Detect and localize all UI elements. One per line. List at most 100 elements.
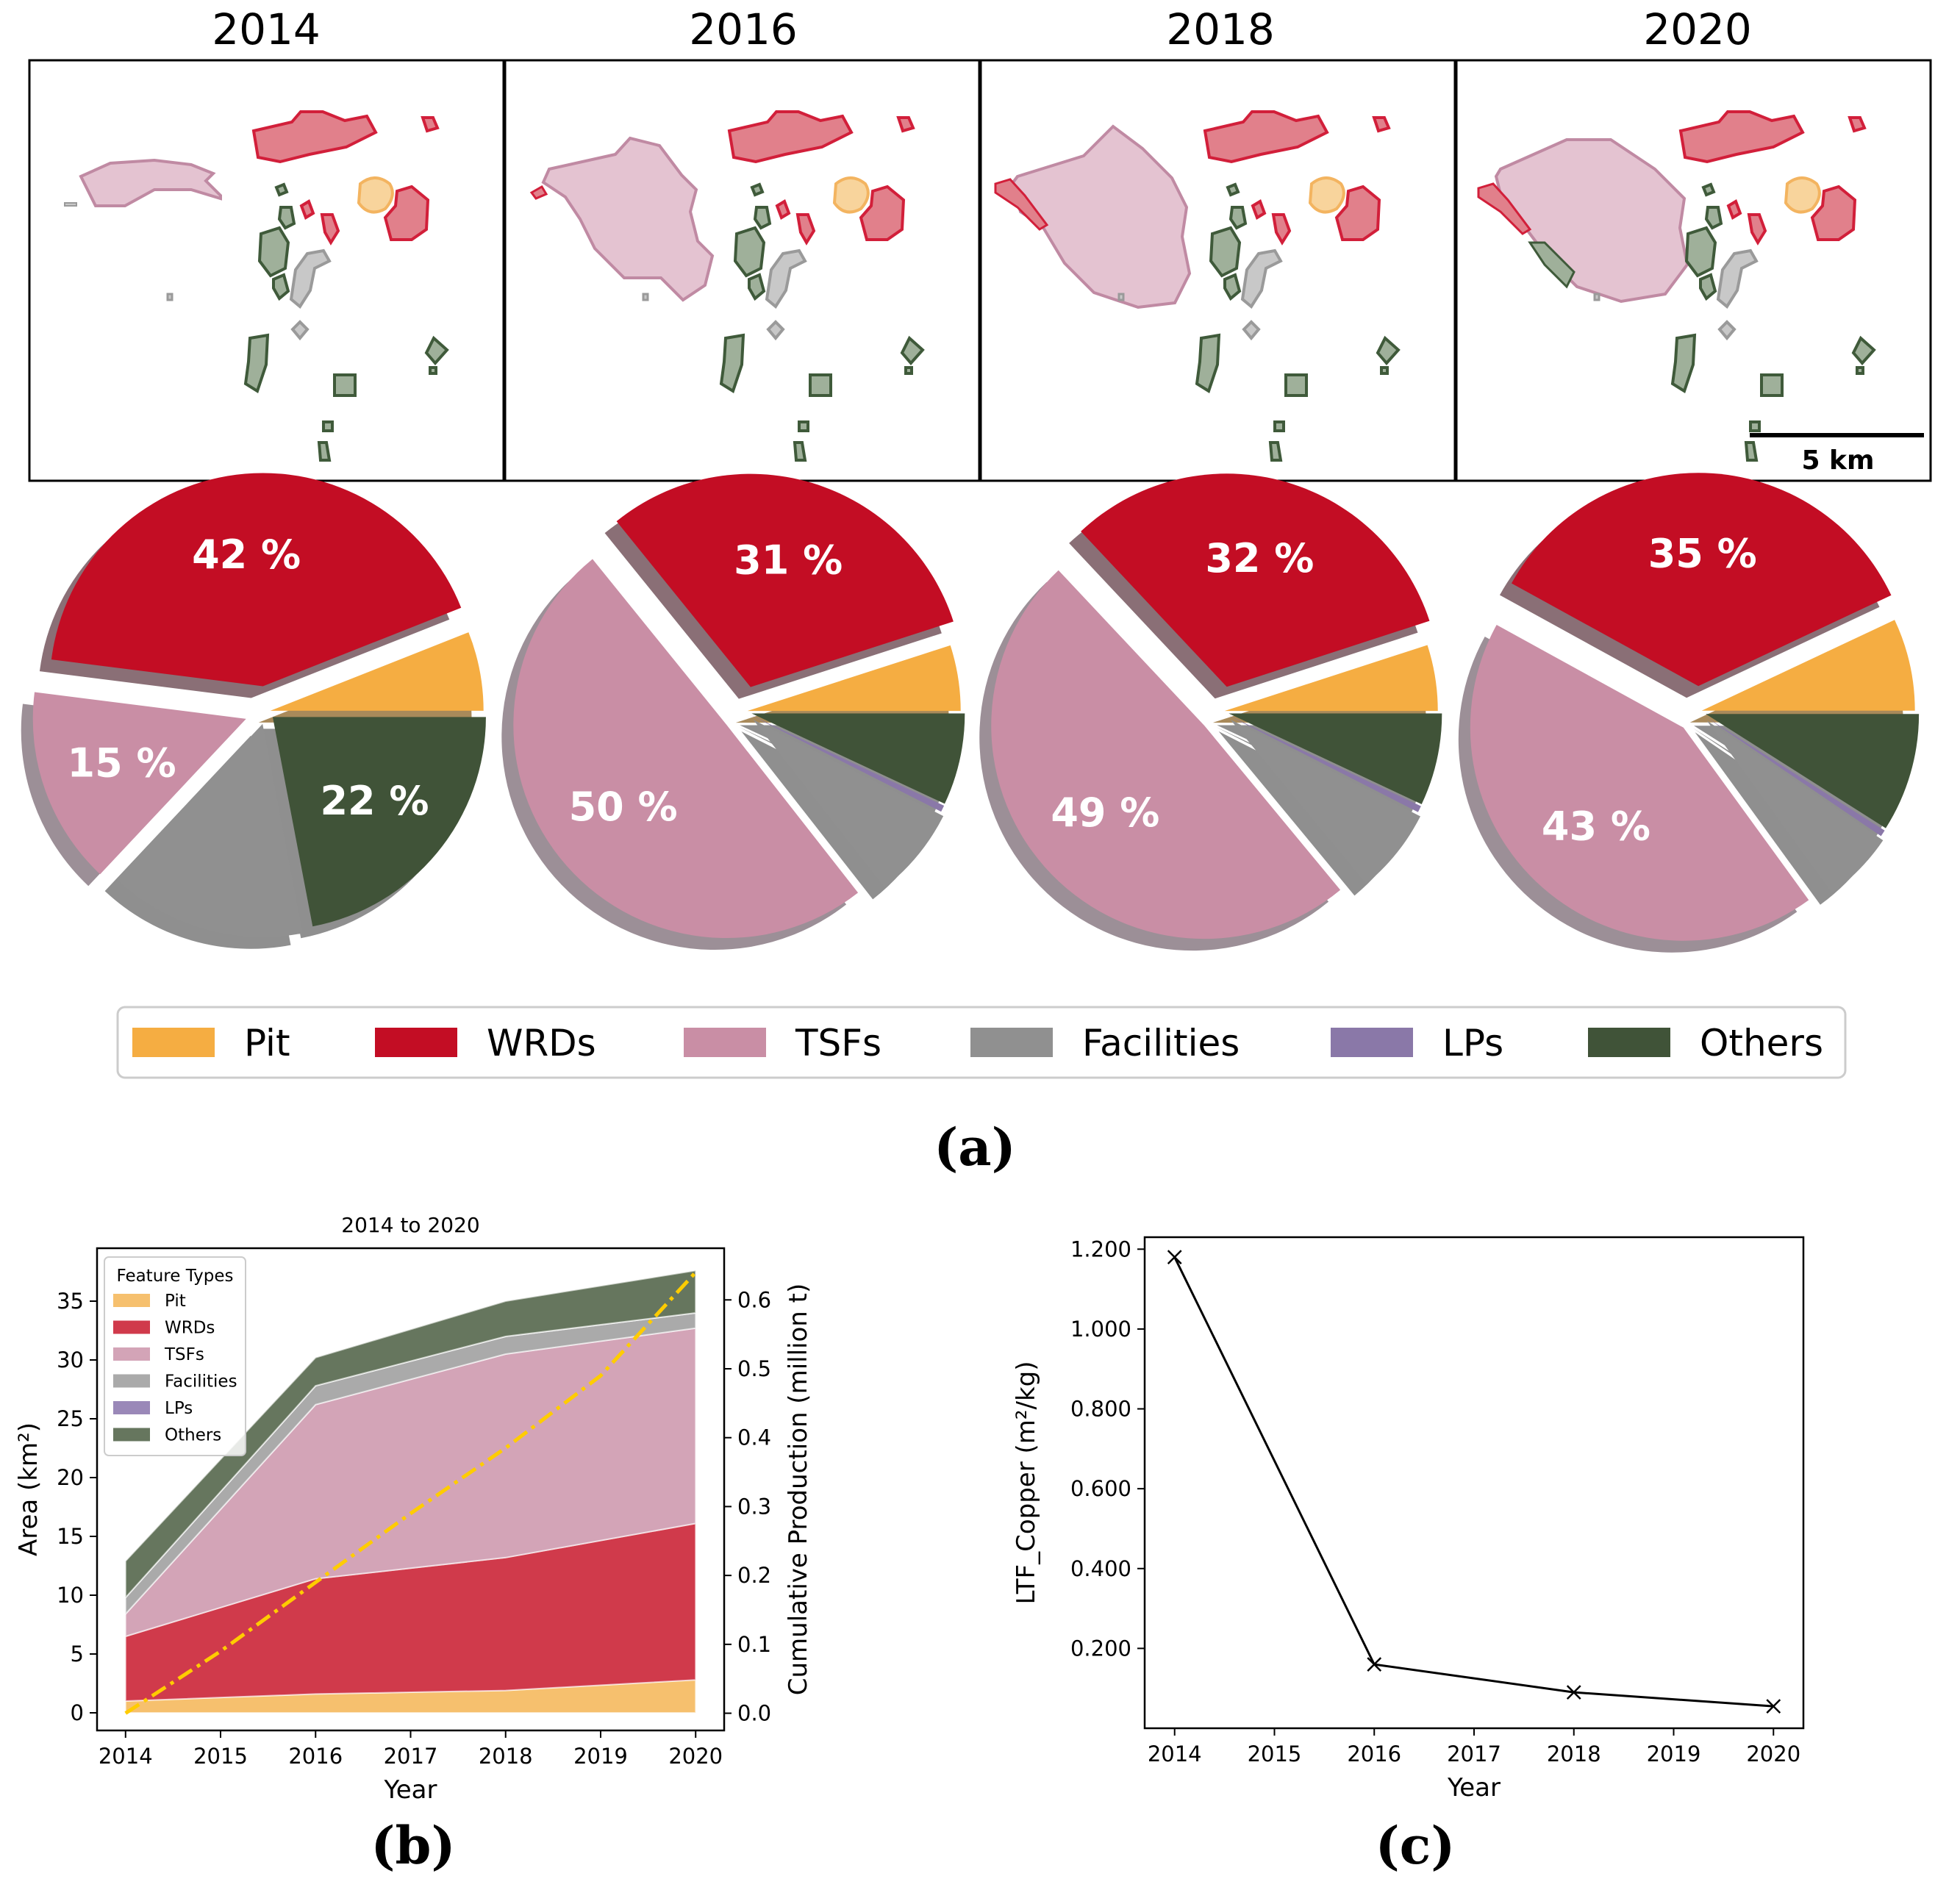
pie-slice-tsfs [513, 559, 859, 939]
pie-slice-others [751, 713, 965, 804]
map-2020: 5 km [1455, 59, 1932, 482]
pie-2016: 31 % 50 % [501, 473, 965, 950]
x-tick-label: 2017 [1447, 1741, 1501, 1766]
pie-slice-others [1706, 714, 1920, 828]
pie-slice-wrds [616, 473, 954, 687]
legend-label: LPs [165, 1399, 193, 1418]
map-title-2018: 2018 [1166, 4, 1275, 54]
ltf-line [1173, 1256, 1774, 1708]
pie-slice-tsfs [991, 570, 1341, 939]
pie-slice-pit [1224, 645, 1438, 712]
pie-slice-wrds [51, 473, 462, 687]
pie-label-wrds: 35 % [1648, 531, 1757, 577]
ltf-point [1566, 1685, 1581, 1700]
legend-swatch [113, 1401, 150, 1414]
map-title-2014: 2014 [212, 4, 321, 54]
x-tick-label: 2019 [1647, 1741, 1701, 1766]
legend-item-facilities: Facilities [970, 1022, 1240, 1064]
legend-item-lps: LPs [1331, 1022, 1503, 1064]
legend-label: Others [1700, 1022, 1823, 1064]
legend-swatch [375, 1028, 457, 1057]
chart-b-y2label: Cumulative Production (million t) [784, 1284, 813, 1696]
pie-label-others: 22 % [320, 778, 429, 824]
legend-item-wrds: WRDs [375, 1022, 596, 1064]
legend-label: LPs [1442, 1022, 1503, 1064]
caption-c: (c) [1376, 1815, 1456, 1876]
y-tick-label: 1.000 [1070, 1317, 1131, 1342]
y-tick-label: 15 [57, 1524, 84, 1549]
map-title-2020: 2020 [1643, 4, 1752, 54]
map-2018 [979, 59, 1456, 482]
legend-label: TSFs [164, 1345, 204, 1364]
legend-swatch [113, 1347, 150, 1361]
y2-tick-label: 0.4 [737, 1425, 771, 1450]
legend-label: Pit [244, 1022, 290, 1064]
x-tick-label: 2015 [1248, 1741, 1302, 1766]
pie-slice-lps [1704, 716, 1885, 837]
legend-item-others: Others [1588, 1022, 1823, 1064]
y-tick-label: 30 [57, 1347, 84, 1372]
y-tick-label: 0.400 [1070, 1556, 1131, 1581]
pie-charts: 42 % 15 % 22 % 31 % 50 % 32 % 49 % 35 % 43 % [21, 473, 1920, 953]
chart-b-legend: Feature Types Pit WRDs TSFs Facilities LPs Oth… [104, 1256, 246, 1456]
chart-b-ylabel: Area (km²) [14, 1422, 43, 1556]
chart-c-ylabel: LTF_Copper (m²/kg) [1012, 1361, 1041, 1604]
x-tick-label: 2016 [1347, 1741, 1401, 1766]
panel-a: 2014 2016 2018 2020 [21, 4, 1932, 1178]
pie-slice-facilities [116, 723, 303, 937]
pie-label-wrds: 42 % [192, 531, 301, 578]
legend-item-tsfs: TSFs [684, 1022, 881, 1064]
ltf-point [1367, 1657, 1382, 1672]
legend-swatch [970, 1028, 1053, 1057]
x-tick-label: 2014 [1148, 1741, 1202, 1766]
pie-label-tsfs: 15 % [68, 740, 176, 787]
pie-slice-tsfs [1470, 625, 1809, 941]
x-tick-label: 2018 [1547, 1741, 1601, 1766]
pie-label-wrds: 32 % [1205, 535, 1314, 581]
chart-b-title: 2014 to 2020 [341, 1213, 479, 1237]
legend-label: Facilities [165, 1372, 237, 1392]
panel-b: 2014 2015 2016 2017 2018 2019 2020 0 5 10 15 20 25 30… [14, 1213, 813, 1876]
pie-slice-others [272, 717, 486, 927]
map-tsf [79, 158, 222, 207]
pie-label-tsfs: 49 % [1051, 790, 1159, 836]
legend-swatch [132, 1028, 215, 1057]
y2-tick-label: 0.3 [737, 1494, 771, 1519]
legend-swatch [113, 1294, 150, 1307]
legend-swatch [113, 1320, 150, 1334]
legend-label: WRDs [165, 1319, 215, 1338]
legend-a: Pit WRDs TSFs Facilities LPs Others [116, 1006, 1847, 1079]
pie-slice-tsfs [32, 692, 246, 875]
pie-slice-lps [1228, 715, 1421, 812]
legend-swatch [113, 1374, 150, 1388]
production-line [124, 1271, 698, 1715]
pie-2020: 35 % 43 % [1458, 473, 1920, 953]
pie-label-tsfs: 43 % [1542, 803, 1650, 850]
x-tick-label: 2020 [668, 1744, 723, 1769]
x-tick-label: 2018 [479, 1744, 533, 1769]
pie-slice-wrds [1081, 473, 1430, 687]
y2-tick-label: 0.1 [737, 1632, 771, 1657]
x-tick-label: 2019 [573, 1744, 628, 1769]
y-tick-label: 35 [57, 1289, 84, 1314]
x-tick-label: 2016 [288, 1744, 343, 1769]
chart-b-xlabel: Year [384, 1775, 437, 1805]
pie-label-tsfs: 50 % [569, 784, 678, 830]
pie-slice-pit [270, 632, 484, 711]
legend-label: Pit [165, 1292, 186, 1311]
pie-2018: 32 % 49 % [979, 473, 1442, 951]
y-tick-label: 0.800 [1070, 1397, 1131, 1422]
pie-slice-wrds [1511, 473, 1892, 687]
y-tick-label: 10 [57, 1583, 84, 1608]
y-tick-label: 5 [71, 1642, 84, 1666]
y2-tick-label: 0.6 [737, 1287, 771, 1312]
panel-c: 2014 2015 2016 2017 2018 2019 2020 0.200 0.400 0.… [1012, 1236, 1805, 1876]
area-others [124, 1270, 697, 1600]
y-tick-label: 20 [57, 1465, 84, 1490]
y2-tick-label: 0.5 [737, 1356, 771, 1381]
pie-slice-pit [747, 645, 961, 712]
legend-swatch [1331, 1028, 1413, 1057]
pie-slice-others [1228, 713, 1442, 805]
map-2014 [28, 59, 505, 482]
